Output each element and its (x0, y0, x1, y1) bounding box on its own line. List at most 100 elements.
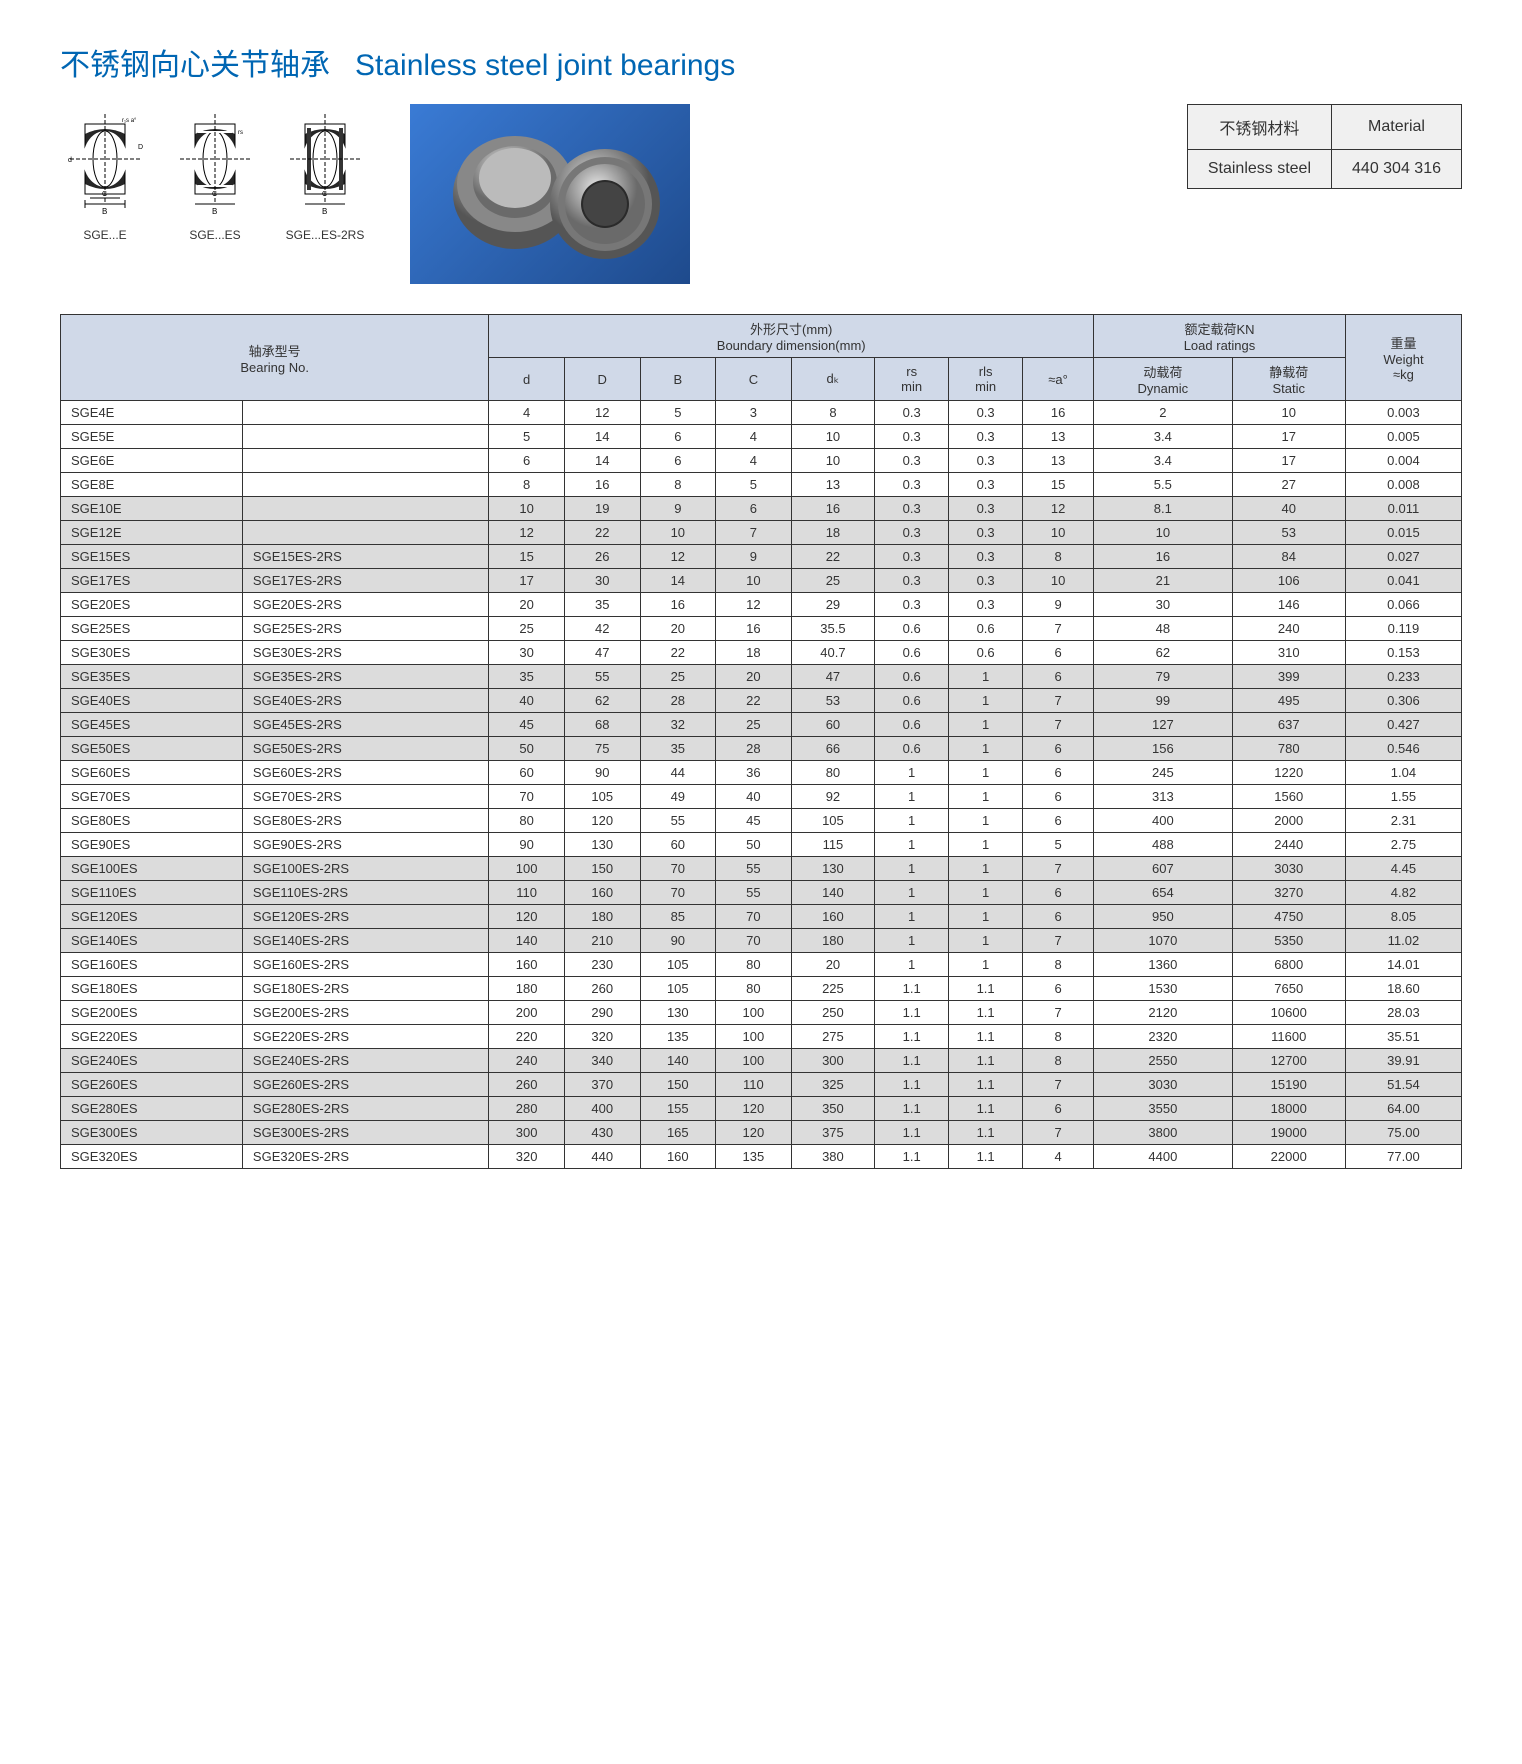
table-cell: 140 (640, 1049, 716, 1073)
table-cell: 160 (564, 881, 640, 905)
table-cell: 5350 (1232, 929, 1345, 953)
table-cell: 45 (716, 809, 792, 833)
table-cell: SGE220ES-2RS (242, 1025, 488, 1049)
table-cell: SGE300ES-2RS (242, 1121, 488, 1145)
table-row: SGE110ESSGE110ES-2RS11016070551401166543… (61, 881, 1462, 905)
table-cell: 1.1 (949, 1049, 1023, 1073)
table-cell: 135 (640, 1025, 716, 1049)
table-cell: 68 (564, 713, 640, 737)
table-cell: SGE10E (61, 497, 243, 521)
table-cell: SGE100ES-2RS (242, 857, 488, 881)
table-cell: 1 (949, 761, 1023, 785)
table-cell (242, 425, 488, 449)
hdr-bearing: 轴承型号 Bearing No. (61, 315, 489, 401)
table-cell: SGE20ES-2RS (242, 593, 488, 617)
table-cell: 4 (1023, 1145, 1094, 1169)
table-cell: 8 (1023, 1025, 1094, 1049)
table-cell: 14 (640, 569, 716, 593)
table-cell: 950 (1094, 905, 1233, 929)
table-cell: 16 (716, 617, 792, 641)
table-cell: 6 (1023, 905, 1094, 929)
table-cell: 6 (1023, 761, 1094, 785)
table-cell: 22 (791, 545, 874, 569)
table-cell: 9 (640, 497, 716, 521)
table-cell: 1.1 (949, 1025, 1023, 1049)
table-cell: 120 (716, 1121, 792, 1145)
table-cell: 245 (1094, 761, 1233, 785)
table-cell: 6 (1023, 881, 1094, 905)
table-cell: 127 (1094, 713, 1233, 737)
table-cell: 19000 (1232, 1121, 1345, 1145)
table-cell: 13 (1023, 449, 1094, 473)
table-row: SGE20ESSGE20ES-2RS20351612290.30.3930146… (61, 593, 1462, 617)
table-cell: 10 (716, 569, 792, 593)
table-row: SGE300ESSGE300ES-2RS3004301651203751.11.… (61, 1121, 1462, 1145)
table-cell: 5 (489, 425, 565, 449)
table-cell: 22000 (1232, 1145, 1345, 1169)
hdr-rls: rlsmin (949, 358, 1023, 401)
table-cell: 4400 (1094, 1145, 1233, 1169)
table-cell: 1360 (1094, 953, 1233, 977)
table-cell: 20 (640, 617, 716, 641)
table-cell: SGE160ES (61, 953, 243, 977)
table-cell: 0.005 (1345, 425, 1461, 449)
table-cell: 70 (716, 929, 792, 953)
table-cell: 1.1 (949, 1097, 1023, 1121)
table-cell: 18 (716, 641, 792, 665)
table-cell: 39.91 (1345, 1049, 1461, 1073)
table-cell: 7 (1023, 1001, 1094, 1025)
table-cell: 1 (949, 953, 1023, 977)
table-cell: 130 (640, 1001, 716, 1025)
table-cell: 25 (489, 617, 565, 641)
table-cell: 55 (564, 665, 640, 689)
material-name: Stainless steel (1187, 150, 1331, 189)
table-cell: SGE280ES-2RS (242, 1097, 488, 1121)
diagram-sge-es: BC rs SGE...ES (170, 104, 260, 242)
table-cell: 13 (1023, 425, 1094, 449)
table-cell: 290 (564, 1001, 640, 1025)
table-cell: 6 (1023, 641, 1094, 665)
table-cell: 6 (1023, 977, 1094, 1001)
table-cell: 320 (564, 1025, 640, 1049)
table-cell: 16 (791, 497, 874, 521)
table-cell: 84 (1232, 545, 1345, 569)
table-cell: 146 (1232, 593, 1345, 617)
table-cell: 1 (875, 833, 949, 857)
table-cell: 10 (489, 497, 565, 521)
table-row: SGE140ESSGE140ES-2RS14021090701801171070… (61, 929, 1462, 953)
table-row: SGE90ESSGE90ES-2RS9013060501151154882440… (61, 833, 1462, 857)
table-cell: 120 (716, 1097, 792, 1121)
table-cell: 25 (716, 713, 792, 737)
table-cell: 1.1 (949, 1073, 1023, 1097)
table-cell: 2.75 (1345, 833, 1461, 857)
table-cell: 0.3 (949, 425, 1023, 449)
table-cell: 325 (791, 1073, 874, 1097)
table-cell: 30 (489, 641, 565, 665)
table-cell: 1 (949, 857, 1023, 881)
table-cell: SGE35ES (61, 665, 243, 689)
table-cell (242, 521, 488, 545)
table-cell: 80 (489, 809, 565, 833)
top-section: dD B C r₁s a° SGE...E (60, 104, 1462, 284)
table-cell: 40 (1232, 497, 1345, 521)
table-cell: 6 (640, 425, 716, 449)
table-row: SGE25ESSGE25ES-2RS2542201635.50.60.67482… (61, 617, 1462, 641)
table-row: SGE6E61464100.30.3133.4170.004 (61, 449, 1462, 473)
table-cell: 1.1 (875, 1145, 949, 1169)
table-cell: 0.6 (875, 737, 949, 761)
table-cell: 25 (791, 569, 874, 593)
table-cell: 1 (949, 785, 1023, 809)
table-row: SGE15ESSGE15ES-2RS1526129220.30.3816840.… (61, 545, 1462, 569)
table-cell: 313 (1094, 785, 1233, 809)
table-cell: SGE40ES (61, 689, 243, 713)
table-row: SGE260ESSGE260ES-2RS2603701501103251.11.… (61, 1073, 1462, 1097)
table-cell: SGE280ES (61, 1097, 243, 1121)
table-cell: 0.3 (949, 497, 1023, 521)
table-cell: 36 (716, 761, 792, 785)
table-cell: 7 (1023, 929, 1094, 953)
table-cell: 80 (716, 977, 792, 1001)
material-grades: 440 304 316 (1332, 150, 1462, 189)
table-cell: 35 (640, 737, 716, 761)
table-row: SGE180ESSGE180ES-2RS180260105802251.11.1… (61, 977, 1462, 1001)
table-row: SGE40ESSGE40ES-2RS40622822530.617994950.… (61, 689, 1462, 713)
